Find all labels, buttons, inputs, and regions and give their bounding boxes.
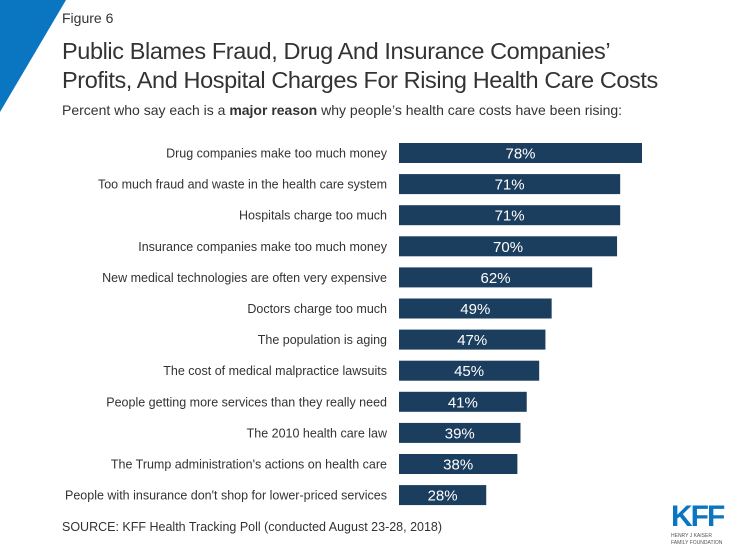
data-label: 45% [454,363,484,380]
category-label: The Trump administration's actions on he… [111,458,387,472]
bar [399,391,527,412]
data-label: 71% [495,177,525,194]
bar [399,454,518,474]
title-line-1: Public Blames Fraud, Drug And Insurance … [62,38,611,64]
data-label: 28% [428,488,458,505]
title-line-2: Profits, And Hospital Charges For Rising… [62,67,658,93]
category-label: Drug companies make too much money [166,147,388,161]
bar [399,360,540,381]
source-note: SOURCE: KFF Health Tracking Poll (conduc… [62,520,443,534]
kff-logo: KFF HENRY J KAISER FAMILY FOUNDATION [671,500,731,547]
data-label: 78% [505,146,535,163]
chart-subtitle: Percent who say each is a major reason w… [62,102,622,118]
bar [399,236,618,257]
logo-line-1: HENRY J KAISER [671,533,712,539]
bar [399,267,593,288]
category-label: The population is aging [258,333,387,347]
category-label: Hospitals charge too much [239,209,387,223]
logo-mark: KFF [671,500,725,533]
data-label: 71% [495,208,525,225]
data-label: 62% [481,270,511,287]
data-label: 70% [493,239,523,256]
category-label: New medical technologies are often very … [102,271,387,285]
subtitle-pre: Percent who say each is a [62,102,230,118]
figure-label: Figure 6 [62,10,114,26]
category-label: The cost of medical malpractice lawsuits [163,364,387,378]
data-label: 49% [460,301,490,318]
bar [399,329,546,350]
bar [399,422,521,443]
data-label: 41% [448,394,478,411]
category-label: Insurance companies make too much money [138,240,387,254]
bar [399,205,621,226]
chart-title: Public Blames Fraud, Drug And Insurance … [62,37,735,95]
subtitle-bold: major reason [229,102,318,118]
category-label: People getting more services than they r… [106,395,387,409]
bar [399,485,487,506]
subtitle-post: why people’s health care costs have been… [317,102,623,118]
data-label: 39% [445,425,475,442]
bar [399,143,642,163]
corner-accent-shape [0,0,66,112]
category-label: Too much fraud and waste in the health c… [98,178,387,192]
bar [399,298,552,319]
category-label: Doctors charge too much [247,302,387,316]
category-label: People with insurance don't shop for low… [65,489,387,503]
data-label: 38% [443,457,473,474]
data-label: 47% [457,332,487,349]
bar [399,174,621,195]
logo-line-2: FAMILY FOUNDATION [671,540,723,546]
category-label: The 2010 health care law [247,426,388,440]
